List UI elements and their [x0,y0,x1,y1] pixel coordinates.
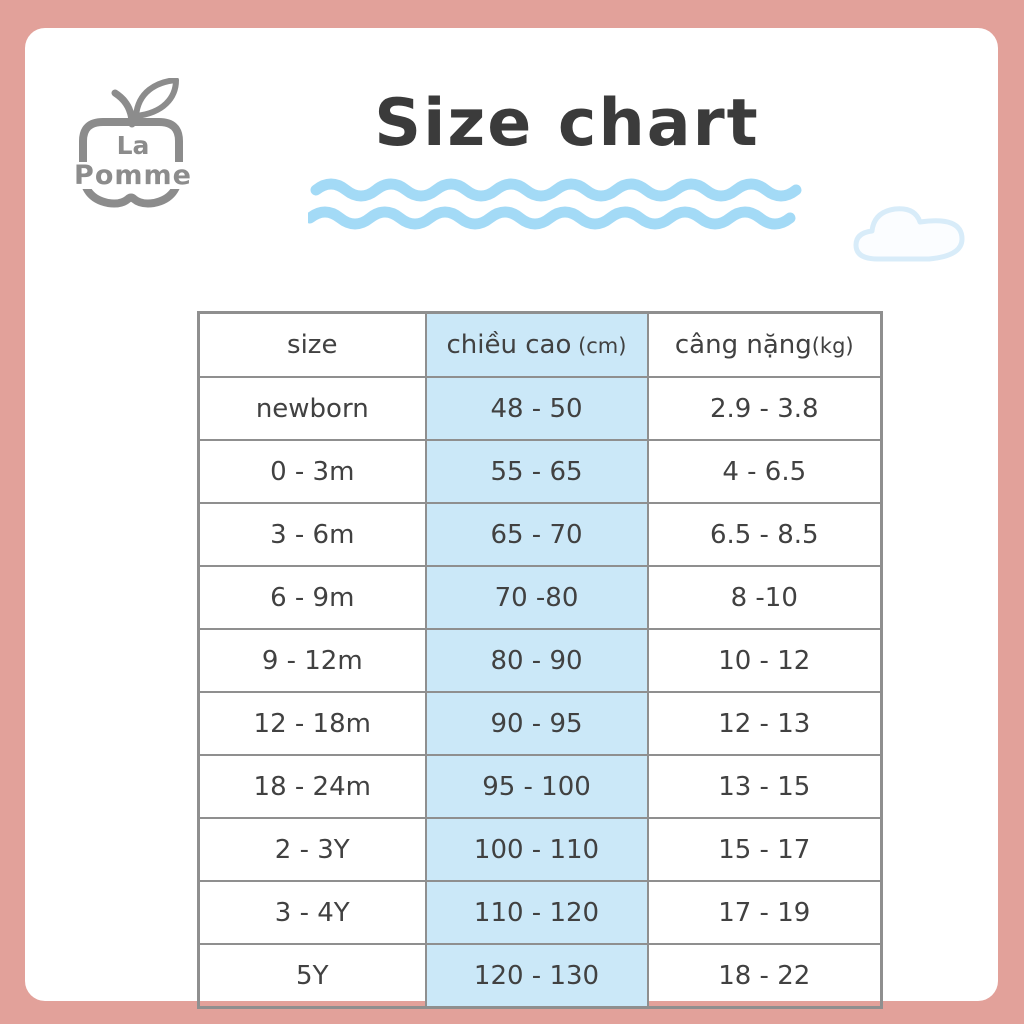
table-row: 6 - 9m 70 -80 8 -10 [197,565,883,630]
page-title: Size chart [374,86,760,161]
cell-size: 3 - 4Y [197,880,427,945]
cell-height: 70 -80 [424,565,649,630]
table-row: 12 - 18m 90 - 95 12 - 13 [197,691,883,756]
white-card: La Pomme Size chart size chiều cao (cm) … [25,28,998,1009]
table-row: 3 - 6m 65 - 70 6.5 - 8.5 [197,502,883,567]
cloud-icon [853,206,965,262]
table-row: 2 - 3Y 100 - 110 15 - 17 [197,817,883,882]
size-chart-table: size chiều cao (cm) câng nặng(kg) newbor… [197,311,883,1009]
cell-size: newborn [197,376,427,441]
cell-weight: 8 -10 [646,565,883,630]
cell-size: 12 - 18m [197,691,427,756]
cell-size: 9 - 12m [197,628,427,693]
cell-weight: 13 - 15 [646,754,883,819]
cell-size: 5Y [197,943,427,1009]
table-row: 0 - 3m 55 - 65 4 - 6.5 [197,439,883,504]
cell-weight: 4 - 6.5 [646,439,883,504]
cell-height: 95 - 100 [424,754,649,819]
cell-height: 120 - 130 [424,943,649,1009]
apple-logo-icon [79,78,183,208]
header-row: size chiều cao (cm) câng nặng(kg) [197,311,883,378]
column-header-size: size [197,311,427,378]
cell-weight: 17 - 19 [646,880,883,945]
cell-weight: 6.5 - 8.5 [646,502,883,567]
column-header-weight: câng nặng(kg) [646,311,883,378]
wavy-underline-icon [308,178,802,230]
cell-height: 80 - 90 [424,628,649,693]
cell-size: 6 - 9m [197,565,427,630]
table-row: 9 - 12m 80 - 90 10 - 12 [197,628,883,693]
cell-height: 110 - 120 [424,880,649,945]
cell-height: 90 - 95 [424,691,649,756]
cell-height: 100 - 110 [424,817,649,882]
cell-weight: 18 - 22 [646,943,883,1009]
cell-weight: 12 - 13 [646,691,883,756]
la-pomme-logo: La Pomme [70,78,196,216]
cell-size: 3 - 6m [197,502,427,567]
cell-size: 18 - 24m [197,754,427,819]
cell-size: 2 - 3Y [197,817,427,882]
table-row: 5Y 120 - 130 18 - 22 [197,943,883,1009]
table-row: newborn 48 - 50 2.9 - 3.8 [197,376,883,441]
cell-height: 55 - 65 [424,439,649,504]
cell-height: 48 - 50 [424,376,649,441]
cell-weight: 15 - 17 [646,817,883,882]
cell-height: 65 - 70 [424,502,649,567]
cell-weight: 2.9 - 3.8 [646,376,883,441]
cell-weight: 10 - 12 [646,628,883,693]
logo-text-pomme: Pomme [70,162,196,189]
table-row: 18 - 24m 95 - 100 13 - 15 [197,754,883,819]
table-row: 3 - 4Y 110 - 120 17 - 19 [197,880,883,945]
logo-text-la: La [110,133,156,158]
column-header-height: chiều cao (cm) [424,311,649,378]
cell-size: 0 - 3m [197,439,427,504]
